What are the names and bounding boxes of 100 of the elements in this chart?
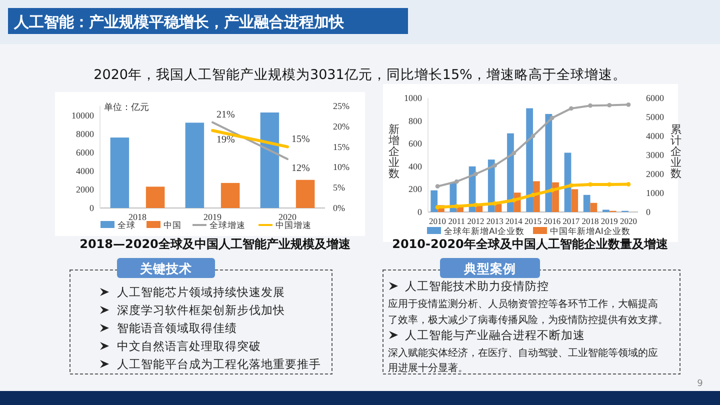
y-tick-label: 800	[408, 116, 422, 126]
x-tick-label: 2019	[204, 212, 222, 222]
y2-tick-label: 6000	[646, 93, 664, 103]
bar	[430, 190, 438, 212]
y2-tick-label: 1000	[646, 188, 664, 198]
y-tick-label: 4000	[76, 166, 94, 176]
y2-tick-label: 2000	[646, 169, 664, 179]
text: 9	[697, 379, 704, 389]
point	[512, 198, 516, 202]
point	[588, 182, 592, 187]
data-label: 12%	[292, 163, 310, 174]
x-tick-label: 2014	[505, 216, 524, 226]
annotation: 单位：亿元	[104, 102, 149, 113]
bar	[564, 152, 572, 212]
text: 用进展十分显著。	[388, 362, 468, 374]
y2-axis-title: 累计企业数	[670, 123, 682, 180]
y2-tick-label: 3000	[646, 150, 664, 160]
text: 2018—2020全球及中国人工智能产业规模及增速	[80, 237, 352, 251]
x-tick-label: 2017	[562, 216, 580, 226]
legend-label: 全球年新增AI企业数	[444, 226, 524, 237]
point	[530, 192, 536, 198]
legend-label: 全球	[118, 220, 136, 231]
y2-tick-label: 5000	[646, 112, 664, 122]
y-tick-label: 0	[90, 203, 94, 213]
point	[550, 116, 554, 120]
text: 2010-2020年全球及中国人工智能企业数量及增速	[392, 237, 669, 251]
y-tick-label: 200	[408, 184, 422, 194]
data-label: 19%	[216, 134, 235, 146]
y-tick-label: 2000	[76, 184, 94, 194]
point	[435, 205, 440, 210]
bar	[583, 194, 590, 212]
point	[588, 103, 592, 108]
x-tick-label: 2019	[600, 216, 618, 226]
x-tick-label: 2010	[429, 216, 446, 226]
bar	[545, 114, 552, 212]
y2-tick-label: 5%	[333, 182, 346, 193]
point	[474, 172, 478, 176]
x-tick-label: 2018	[582, 216, 599, 226]
bar	[296, 180, 315, 208]
y-axis-title: 新增企业数	[388, 123, 400, 180]
point	[626, 102, 631, 107]
point	[492, 201, 498, 206]
point	[530, 134, 536, 138]
text: 深入赋能实体经济，在医疗、自动驾驶、工业智能等领域的应	[388, 347, 658, 359]
point	[568, 106, 574, 111]
text: 典型案例	[463, 261, 516, 276]
point	[435, 184, 440, 189]
x-tick-label: 2011	[448, 216, 465, 226]
x-tick-label: 2020	[278, 212, 297, 222]
text: 人工智能：产业规模平稳增长，产业融合进程加快	[13, 13, 345, 31]
y-tick-label: 8000	[76, 128, 94, 139]
legend-label: 中国	[164, 220, 182, 231]
bar	[146, 186, 165, 208]
point	[492, 163, 498, 168]
y-tick-label: 6000	[76, 147, 94, 158]
point	[607, 103, 612, 108]
x-tick-label: 2013	[486, 216, 504, 226]
y2-tick-label: 25%	[333, 101, 350, 111]
text: 人工智能芯片领域持续快速发展	[117, 285, 285, 299]
bar	[571, 189, 578, 212]
x-tick-label: 2012	[467, 216, 484, 226]
point	[454, 179, 459, 184]
bar	[110, 138, 130, 208]
bar	[526, 108, 533, 212]
text: 中文自然语言处理取得突破	[117, 339, 261, 353]
point	[568, 183, 574, 188]
point	[474, 202, 478, 208]
data-label: 21%	[216, 109, 235, 120]
text: 2020年，我国人工智能产业规模为3031亿元，同比增长15%，增速略高于全球增速。	[94, 67, 626, 83]
bar	[260, 112, 280, 208]
text: 深度学习软件框架创新步伐加快	[117, 303, 285, 317]
point	[454, 204, 459, 208]
y-tick-label: 1000	[404, 93, 422, 103]
data-label: 15%	[292, 134, 310, 145]
y2-tick-label: 0%	[333, 203, 346, 213]
x-tick-label: 2020	[620, 216, 637, 226]
text: 智能语音领域取得佳绩	[117, 321, 237, 335]
point	[550, 188, 554, 192]
point	[512, 150, 516, 156]
y-tick-label: 0	[418, 207, 422, 217]
y2-tick-label: 10%	[333, 162, 350, 172]
y2-tick-label: 0	[646, 207, 651, 217]
text: 人工智能与产业融合进程不断加速	[405, 328, 585, 342]
y2-tick-label: 4000	[646, 131, 664, 141]
y-tick-label: 600	[408, 138, 422, 149]
legend-label: 全球增速	[210, 220, 246, 231]
text: 了效率，极大减少了病毒传播风险，为疫情防控提供有效支撑。	[388, 314, 668, 326]
y-tick-label: 10000	[72, 110, 94, 120]
x-tick-label: 2016	[544, 216, 561, 226]
point	[626, 182, 631, 186]
text: 人工智能平台成为工程化落地重要推手	[117, 357, 321, 371]
legend-label: 中国增速	[276, 220, 312, 231]
bar	[220, 182, 240, 208]
y2-tick-label: 20%	[333, 121, 350, 132]
y-tick-label: 400	[408, 161, 422, 172]
text: 关键技术	[139, 261, 192, 276]
text: 应用于疫情监测分析、人员物资管控等各环节工作，大幅提高	[388, 298, 658, 310]
legend-label: 中国年新增AI企业数	[550, 226, 630, 237]
bar	[590, 202, 598, 212]
y2-tick-label: 15%	[333, 142, 350, 152]
